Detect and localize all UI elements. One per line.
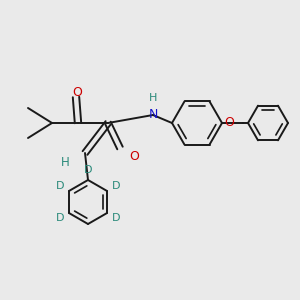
Text: D: D — [56, 213, 64, 223]
Text: O: O — [72, 85, 82, 98]
Text: D: D — [84, 165, 92, 175]
Text: D: D — [112, 181, 120, 191]
Text: N: N — [148, 109, 158, 122]
Text: O: O — [224, 116, 234, 130]
Text: D: D — [56, 181, 64, 191]
Text: D: D — [112, 213, 120, 223]
Text: H: H — [149, 93, 157, 103]
Text: H: H — [61, 155, 69, 169]
Text: O: O — [129, 151, 139, 164]
